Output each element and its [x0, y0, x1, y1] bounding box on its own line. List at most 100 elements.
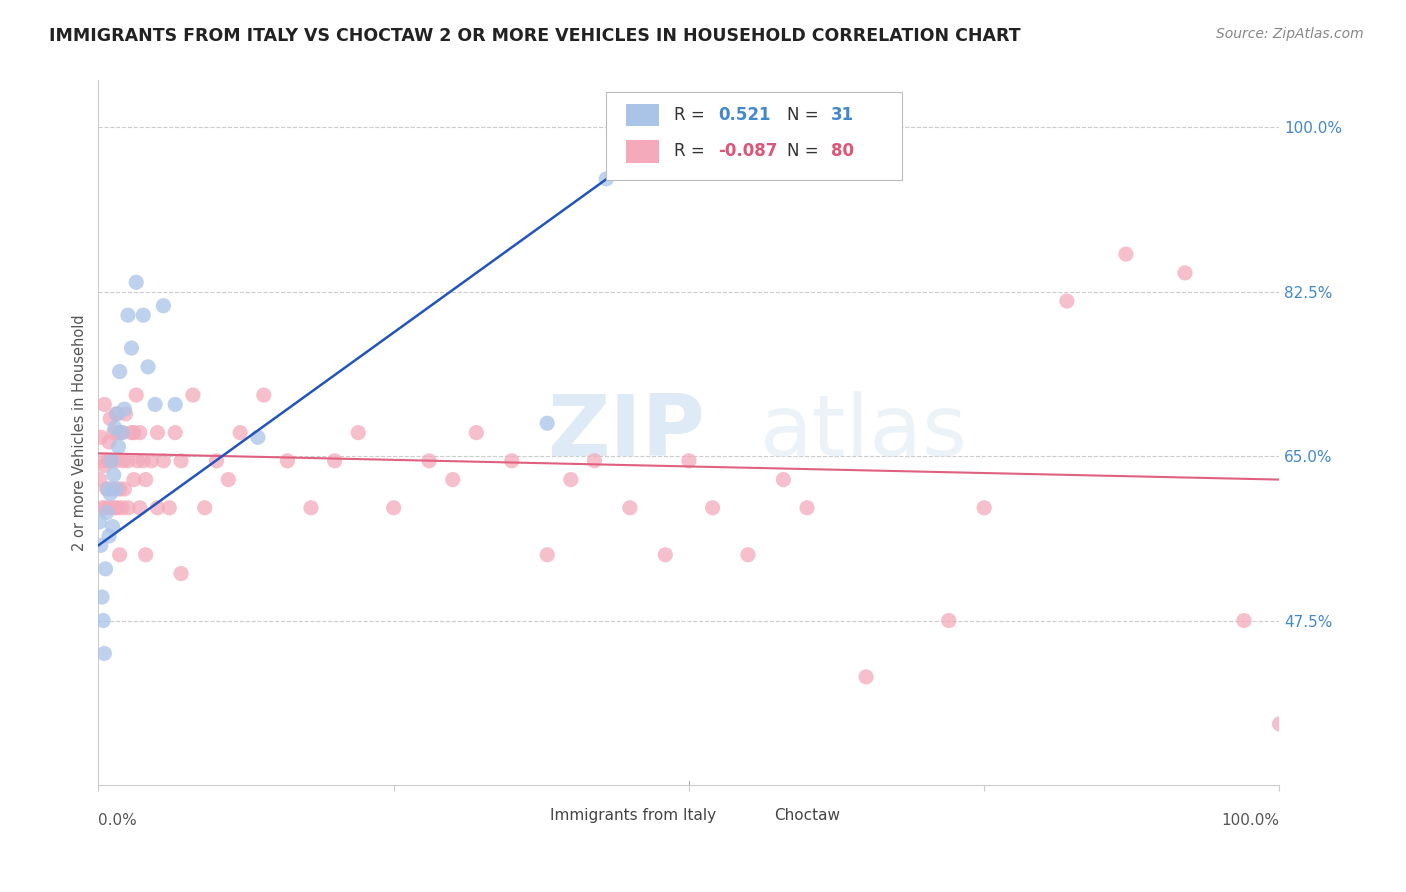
Text: 31: 31: [831, 106, 853, 124]
Text: Source: ZipAtlas.com: Source: ZipAtlas.com: [1216, 27, 1364, 41]
Point: [772, 473, 794, 487]
Point: [132, 308, 155, 322]
Point: [97, 454, 120, 468]
Point: [146, 425, 169, 440]
Point: [93, 397, 115, 411]
Point: [128, 500, 150, 515]
Text: ZIP: ZIP: [547, 391, 704, 475]
Text: IMMIGRANTS FROM ITALY VS CHOCTAW 2 OR MORE VEHICLES IN HOUSEHOLD CORRELATION CHA: IMMIGRANTS FROM ITALY VS CHOCTAW 2 OR MO…: [49, 27, 1021, 45]
Text: -0.087: -0.087: [718, 143, 778, 161]
Text: Immigrants from Italy: Immigrants from Italy: [550, 808, 716, 823]
Point: [1268, 717, 1291, 731]
FancyBboxPatch shape: [626, 103, 659, 126]
Point: [105, 454, 128, 468]
Point: [93, 458, 115, 473]
Point: [98, 435, 121, 450]
Point: [796, 500, 818, 515]
Point: [111, 425, 134, 440]
Point: [165, 397, 187, 411]
Point: [737, 548, 759, 562]
Point: [855, 670, 877, 684]
Point: [1115, 247, 1137, 261]
Point: [501, 454, 523, 468]
Point: [595, 172, 617, 186]
Point: [246, 430, 269, 444]
Point: [560, 473, 582, 487]
Point: [143, 397, 166, 411]
Point: [98, 486, 121, 500]
Point: [122, 473, 145, 487]
Point: [1056, 294, 1078, 309]
Point: [108, 365, 131, 379]
Point: [101, 519, 124, 533]
Point: [89, 515, 111, 529]
Point: [702, 500, 724, 515]
Text: R =: R =: [673, 143, 710, 161]
Point: [100, 454, 122, 468]
Point: [127, 454, 149, 468]
Point: [1174, 266, 1197, 280]
Point: [217, 473, 239, 487]
Point: [98, 529, 121, 543]
Point: [170, 566, 193, 581]
Point: [323, 454, 346, 468]
Point: [117, 308, 139, 322]
Point: [152, 454, 174, 468]
Point: [114, 407, 136, 421]
Point: [465, 425, 488, 440]
Point: [125, 388, 148, 402]
Point: [94, 562, 117, 576]
Point: [111, 500, 134, 515]
Point: [136, 359, 159, 374]
Point: [583, 454, 606, 468]
Point: [1233, 614, 1256, 628]
Point: [194, 500, 217, 515]
Text: 0.521: 0.521: [718, 106, 770, 124]
Point: [170, 454, 193, 468]
Text: 0.0%: 0.0%: [98, 814, 138, 828]
Text: 100.0%: 100.0%: [1222, 814, 1279, 828]
Point: [97, 482, 120, 496]
Point: [107, 425, 129, 440]
Point: [121, 425, 143, 440]
Point: [91, 590, 114, 604]
FancyBboxPatch shape: [626, 140, 659, 162]
Point: [253, 388, 276, 402]
Point: [108, 482, 131, 496]
Point: [100, 454, 122, 468]
Point: [619, 500, 641, 515]
Point: [973, 500, 995, 515]
Point: [96, 482, 118, 496]
Text: R =: R =: [673, 106, 710, 124]
Point: [111, 425, 134, 440]
Point: [104, 500, 127, 515]
Point: [678, 454, 700, 468]
Point: [135, 473, 157, 487]
Point: [132, 454, 155, 468]
Point: [276, 454, 298, 468]
Point: [536, 416, 558, 430]
Point: [205, 454, 228, 468]
Text: 80: 80: [831, 143, 853, 161]
Point: [441, 473, 464, 487]
Point: [299, 500, 322, 515]
Point: [103, 467, 125, 482]
Point: [101, 482, 124, 496]
Point: [112, 402, 135, 417]
Point: [91, 500, 114, 515]
Point: [152, 299, 174, 313]
Point: [122, 425, 145, 440]
Y-axis label: 2 or more Vehicles in Household: 2 or more Vehicles in Household: [72, 314, 87, 551]
Point: [91, 454, 114, 468]
Point: [96, 506, 118, 520]
Point: [91, 614, 114, 628]
Point: [418, 454, 440, 468]
Point: [181, 388, 204, 402]
FancyBboxPatch shape: [742, 808, 768, 823]
Point: [90, 430, 112, 444]
Text: atlas: atlas: [759, 391, 967, 475]
Point: [105, 407, 128, 421]
Point: [135, 548, 157, 562]
Point: [89, 473, 111, 487]
Text: N =: N =: [787, 143, 824, 161]
